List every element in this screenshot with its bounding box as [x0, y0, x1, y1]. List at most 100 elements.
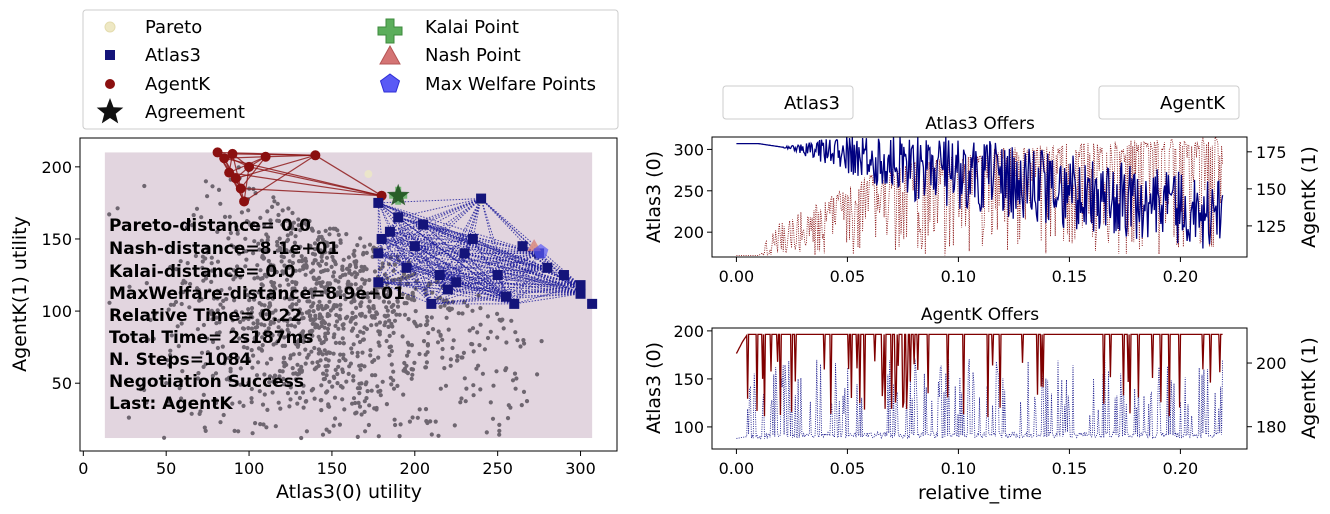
- agentk-offer-line: [243, 166, 250, 202]
- outcome-dot: [247, 358, 252, 364]
- outcome-dot: [290, 288, 295, 293]
- agentk-offer-line: [232, 153, 316, 156]
- utility-scatter-panel: 0 50 100 150 200 250 300 50 100 150 200 Atlas3(0)…: [9, 137, 618, 503]
- atlas3-offer-point: [467, 233, 478, 244]
- outcome-dot: [312, 247, 318, 252]
- outcome-dot: [276, 318, 281, 323]
- outcome-dot: [471, 383, 476, 388]
- outcome-dot: [311, 268, 316, 273]
- outcome-dot: [148, 317, 153, 323]
- outcome-dot: [333, 367, 338, 372]
- outcome-dot: [304, 429, 309, 434]
- outcome-dot: [303, 272, 308, 277]
- atlas3-offer-line: [447, 267, 548, 290]
- outcome-dot: [447, 308, 452, 313]
- atlas3-offer-line: [447, 288, 515, 305]
- outcome-dot: [430, 290, 435, 295]
- x-tick-label: 50: [156, 459, 176, 478]
- outcome-dot: [360, 295, 365, 300]
- outcome-dot: [210, 373, 215, 378]
- outcome-dot: [366, 304, 371, 309]
- atlas3-offer-line: [472, 198, 482, 240]
- outcome-dot: [107, 212, 112, 217]
- outcome-dot: [514, 376, 519, 381]
- outcome-dot: [281, 255, 286, 260]
- outcome-dot: [246, 316, 251, 322]
- outcome-dot: [142, 387, 147, 393]
- outcome-dot: [350, 316, 355, 321]
- outcome-dot: [364, 267, 369, 272]
- outcome-dot: [211, 296, 217, 301]
- outcome-dot: [246, 311, 251, 316]
- outcome-dot: [250, 431, 255, 436]
- atlas3-offer-line: [398, 216, 581, 286]
- outcome-dot: [303, 399, 308, 404]
- outcome-dot: [244, 257, 249, 262]
- outcome-dot: [281, 355, 287, 360]
- legend-label-atlas3: Atlas3: [145, 45, 201, 66]
- outcome-dot: [426, 330, 431, 336]
- outcome-dot: [281, 376, 286, 381]
- atlas3-offer-point: [587, 298, 598, 309]
- outcome-dot: [289, 294, 294, 299]
- outcome-dot: [250, 315, 255, 320]
- outcome-dot: [210, 184, 215, 189]
- outcome-dot: [334, 244, 339, 249]
- outcome-dot: [266, 295, 271, 301]
- outcome-dot: [513, 386, 518, 391]
- outcome-dot: [142, 183, 147, 189]
- outcome-dot: [410, 291, 415, 297]
- outcome-dot: [291, 253, 296, 258]
- outcome-dot: [342, 407, 347, 412]
- outcome-dot: [249, 386, 254, 392]
- outcome-dot: [293, 268, 298, 273]
- outcome-dot: [327, 404, 332, 409]
- outcome-dot: [239, 310, 245, 315]
- outcome-dot: [334, 304, 339, 309]
- legend-label-maxwelfare: Max Welfare Points: [425, 74, 596, 95]
- outcome-dot: [257, 247, 262, 252]
- atlas3-offer-line: [514, 293, 581, 305]
- outcome-dot: [328, 308, 333, 313]
- outcome-dot: [285, 327, 290, 332]
- y-tick-label: 300: [673, 140, 704, 159]
- outcome-dot: [319, 408, 324, 413]
- outcome-dot: [301, 266, 306, 271]
- outcome-dot: [280, 369, 285, 374]
- outcome-dot: [373, 373, 378, 378]
- offer-trace: [736, 137, 1223, 257]
- outcome-dot: [314, 281, 319, 286]
- outcome-dot: [210, 317, 215, 322]
- x-tick-label: 250: [482, 459, 513, 478]
- outcome-dot: [277, 374, 282, 379]
- outcome-dot: [324, 337, 329, 342]
- outcome-dot: [179, 378, 184, 383]
- outcome-dot: [415, 415, 420, 420]
- outcome-dot: [285, 323, 291, 328]
- outcome-dot: [296, 217, 301, 222]
- annotation-line: Kalai-distance= 0.0: [109, 262, 296, 282]
- y-tick-label: 200: [41, 158, 72, 177]
- atlas3-offer-line: [422, 224, 540, 254]
- outcome-dot: [276, 400, 281, 405]
- atlas3-offer-line: [378, 252, 581, 286]
- outcome-dot: [352, 248, 357, 253]
- outcome-dot: [409, 376, 414, 381]
- outcome-dot: [335, 381, 340, 386]
- outcome-dot: [286, 382, 291, 387]
- outcome-dot: [251, 251, 256, 256]
- atlas3-offer-point: [373, 277, 384, 288]
- main-x-ticks: 0 50 100 150 200 250 300: [78, 451, 596, 478]
- atlas3-offer-line: [389, 231, 457, 283]
- outcome-dot: [306, 338, 311, 343]
- outcome-dot: [341, 257, 346, 262]
- outcome-dot: [251, 221, 256, 226]
- outcome-dot: [256, 241, 261, 246]
- outcome-dot: [237, 251, 242, 256]
- outcome-dot: [513, 330, 518, 335]
- outcome-dot: [268, 356, 273, 361]
- outcome-dot: [298, 228, 303, 233]
- outcome-dot: [359, 300, 364, 305]
- outcome-dot: [218, 420, 223, 425]
